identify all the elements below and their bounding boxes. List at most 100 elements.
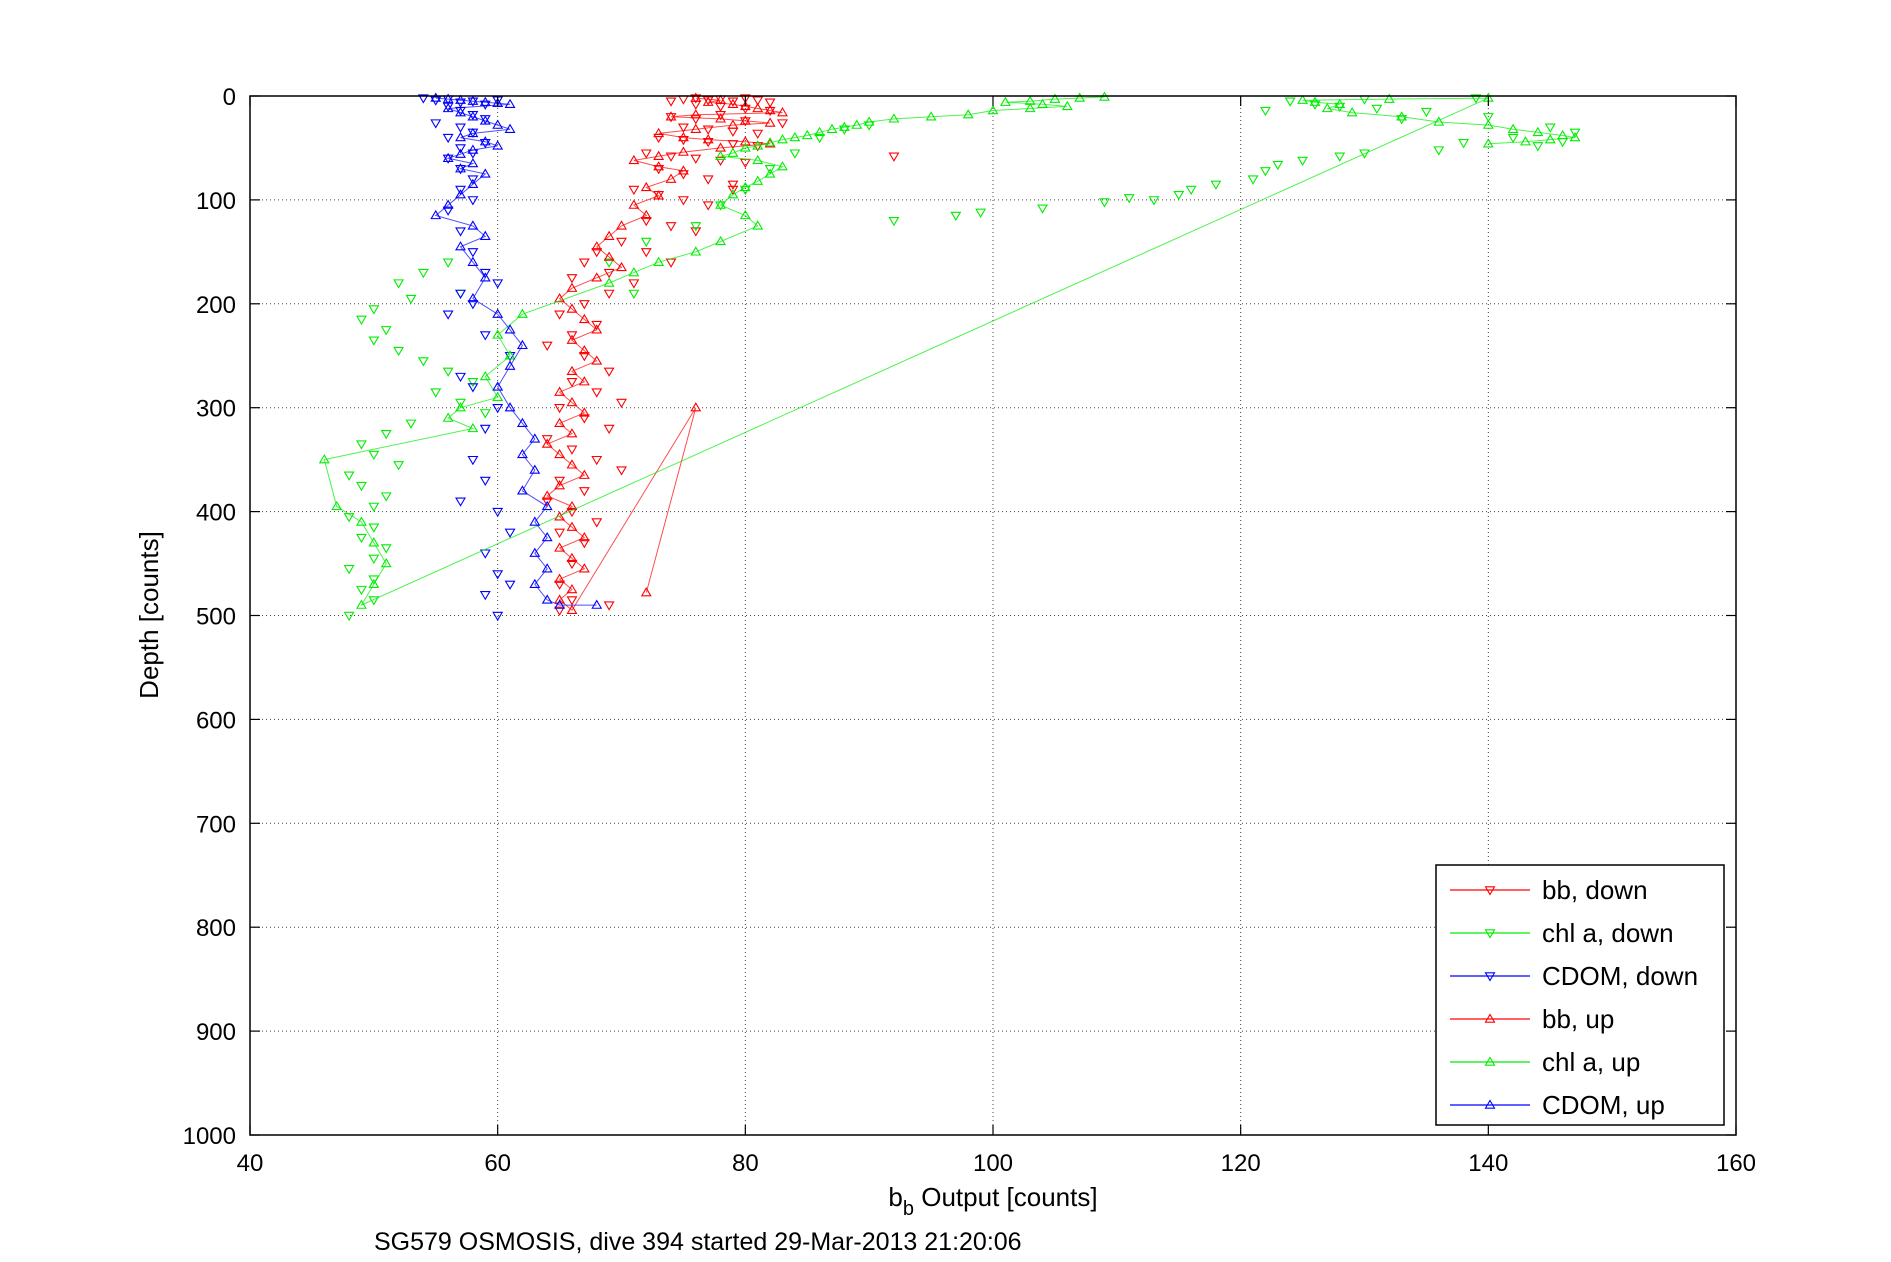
data-point-cdom-up [529,547,541,557]
x-tick-label: 80 [732,1150,759,1177]
x-tick-label: 60 [484,1150,511,1177]
data-point-cdom-down [479,591,491,601]
data-point-chl-a-up [1309,96,1321,106]
data-point-chl-a-up [752,175,764,185]
data-point-bb-up [777,107,788,117]
series-chl-a-up [318,91,1581,609]
data-point-cdom-up [467,256,479,266]
data-point-bb-down [603,601,615,611]
data-point-chl-a-up [1520,136,1531,146]
data-point-chl-a-up [777,161,788,171]
data-point-bb-down [640,216,652,227]
data-point-chl-a-up [715,199,727,209]
data-point-bb-down [665,152,677,162]
data-point-bb-down [665,113,677,123]
data-point-cdom-up [455,148,466,158]
data-point-chl-a-up [1383,93,1395,103]
y-tick-label: 400 [196,500,236,527]
data-point-bb-up [690,123,702,133]
series-line-cdom-up [434,97,597,606]
legend-item: bb, up [1450,1004,1614,1034]
data-point-bb-up [628,199,640,209]
x-tick-label: 160 [1716,1150,1756,1177]
data-point-cdom-up [467,178,479,189]
data-point-bb-down [777,119,788,129]
data-point-cdom-up [455,131,466,142]
data-point-chl-a-up [455,402,466,412]
data-point-chl-a-up [715,150,727,160]
data-point-cdom-up [529,578,541,589]
data-point-cdom-up [492,308,504,318]
data-point-chl-a-up [355,516,367,526]
data-point-bb-down [591,518,603,528]
data-point-chl-a-down [368,502,380,512]
axis-ticks [249,95,1737,1136]
x-axis-label: bb Output [counts] [888,1182,1097,1220]
legend-item: CDOM, up [1450,1090,1665,1120]
data-point-chl-a-up [838,121,850,131]
data-point-bb-up [578,407,590,417]
data-point-chl-a-down [393,279,405,289]
data-point-bb-up [739,115,751,125]
data-point-chl-a-down [1210,180,1222,190]
data-point-bb-down [702,201,714,211]
data-point-bb-down [603,367,615,377]
data-point-cdom-down [455,227,466,237]
data-point-chl-a-up [1532,126,1544,137]
y-tick-label: 600 [196,707,236,734]
data-point-chl-a-up [380,557,392,568]
data-point-chl-a-down [1259,167,1271,177]
data-point-bb-down [665,97,677,107]
data-point-bb-down [554,580,566,590]
data-point-cdom-down [455,185,466,196]
data-point-chl-a-down [1272,160,1284,171]
data-point-bb-up [554,542,566,552]
data-point-bb-up [653,190,665,200]
data-point-bb-down [541,497,553,507]
data-point-chl-a-down [789,149,801,159]
data-point-bb-up [616,220,627,230]
data-point-bb-down [578,487,590,497]
data-point-bb-up [677,165,689,175]
data-point-bb-up [677,131,689,142]
legend-item: chl a, up [1450,1047,1640,1077]
data-point-chl-a-down [1482,113,1494,123]
data-point-bb-up [541,490,553,500]
data-point-bb-up [566,552,578,563]
data-point-cdom-down [467,383,479,393]
data-point-bb-up [640,587,652,597]
data-point-bb-down [566,274,578,284]
y-tick-label: 0 [223,84,236,111]
y-tick-labels: 0 100 200 300 400 500 600 700 800 900 1000 [183,84,236,1150]
series-cdom-up [430,92,603,609]
data-point-cdom-down [455,144,466,154]
data-point-bb-up [739,136,751,146]
data-point-bb-up [616,261,627,272]
data-point-bb-down [764,98,776,108]
x-tick-label: 140 [1468,1150,1508,1177]
data-point-bb-down [566,378,578,388]
data-point-cdom-up [430,209,442,220]
data-point-cdom-up [442,93,454,103]
data-point-cdom-down [455,497,466,507]
data-series [318,91,1581,622]
data-point-chl-a-down [628,289,640,299]
data-point-cdom-up [529,516,541,526]
data-point-bb-up [578,563,590,573]
data-point-bb-down [578,539,590,549]
data-point-cdom-up [455,241,466,251]
data-point-chl-a-down [1544,123,1556,133]
data-point-chl-a-up [962,109,974,119]
y-tick-label: 900 [196,1019,236,1046]
data-point-chl-a-up [1334,98,1346,109]
data-point-bb-down [591,248,603,258]
data-point-bb-up [690,402,702,412]
data-point-bb-up [554,480,566,490]
data-point-bb-up [603,251,615,261]
data-point-chl-a-down [950,211,962,222]
data-point-chl-a-down [343,611,355,622]
legend-label: CDOM, up [1542,1090,1665,1120]
legend-swatch-marker [1484,1056,1496,1066]
data-point-chl-a-down [393,346,405,357]
data-point-bb-down [554,476,566,487]
